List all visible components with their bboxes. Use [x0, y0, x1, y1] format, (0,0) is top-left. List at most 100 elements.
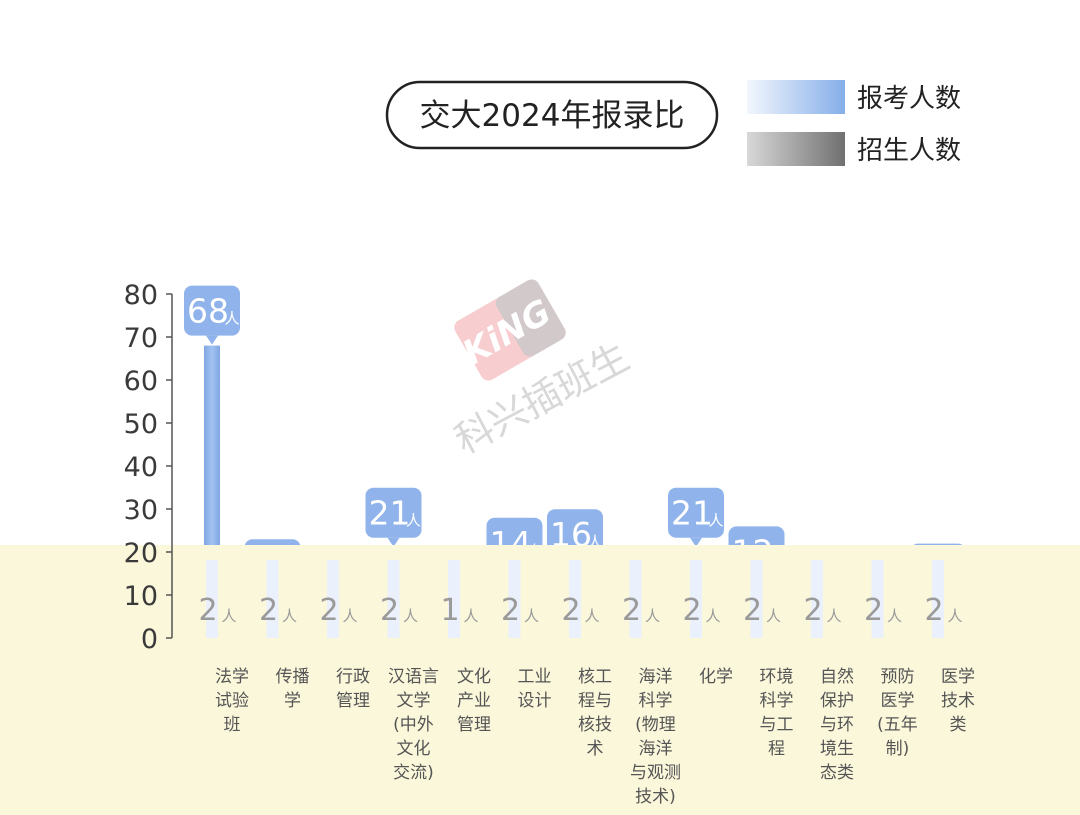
y-tick-labels: 30 40 50 60 70 80 — [124, 280, 172, 526]
legend: 报考人数 招生人数 — [747, 80, 961, 166]
svg-text:程与: 程与 — [578, 691, 612, 711]
applicant-bar-lower — [569, 560, 581, 638]
svg-text:保护: 保护 — [820, 691, 854, 711]
y-tick-label: 50 — [124, 409, 158, 440]
applicant-bars-lower — [206, 560, 944, 638]
svg-text:术: 术 — [587, 739, 604, 759]
applicant-bar-lower — [508, 560, 521, 638]
svg-text:行政: 行政 — [336, 667, 370, 687]
svg-text:文化: 文化 — [397, 739, 431, 759]
applicant-bar-lower — [690, 560, 702, 638]
y-tick-label: 60 — [124, 366, 158, 397]
applicant-bar-lower — [266, 560, 279, 638]
enrolled-value-label: 2 — [561, 593, 580, 628]
svg-text:(五年: (五年 — [877, 715, 918, 735]
svg-text:工业: 工业 — [518, 667, 552, 687]
enrolled-unit-label: 人 — [342, 607, 357, 625]
svg-text:汉语言: 汉语言 — [388, 667, 439, 687]
svg-text:试验: 试验 — [215, 691, 249, 711]
y-tick-label: 70 — [124, 323, 158, 354]
enrolled-value-label: 2 — [380, 593, 399, 628]
svg-text:科学: 科学 — [639, 691, 673, 711]
legend-label-enrolled: 招生人数 — [857, 136, 961, 166]
x-tick-labels: 法学试验班传播学行政管理汉语言文学(中外文化交流)文化产业管理工业设计核工程与核… — [215, 667, 975, 807]
svg-text:管理: 管理 — [457, 715, 491, 735]
enrolled-value-label: 2 — [924, 593, 943, 628]
chart-title: 交大2024年报录比 — [385, 80, 719, 150]
enrolled-value-label: 2 — [501, 593, 520, 628]
applicant-value-label: 68 — [187, 292, 229, 331]
svg-text:文化: 文化 — [457, 667, 491, 687]
legend-swatch-applicants — [747, 80, 845, 114]
applicant-callout: 21人 — [668, 487, 724, 547]
enrolled-unit-label: 人 — [282, 607, 297, 625]
applicant-bar-lower — [206, 560, 218, 638]
x-tick-label: 传播学 — [276, 667, 310, 711]
applicant-bar-lower — [871, 560, 884, 638]
y-tick-label: 80 — [124, 280, 158, 311]
svg-text:程: 程 — [768, 739, 785, 759]
y-tick-label: 10 — [124, 581, 158, 612]
applicant-callout: 21人 — [365, 487, 422, 547]
svg-text:预防: 预防 — [881, 667, 915, 687]
y-tick-label: 0 — [141, 624, 158, 655]
enrolled-unit-label: 人 — [826, 607, 841, 625]
applicant-value-label: 21 — [671, 494, 713, 533]
svg-text:类: 类 — [950, 715, 967, 735]
enrolled-unit-label: 人 — [947, 607, 962, 625]
enrolled-value-label: 2 — [743, 593, 762, 628]
svg-text:与工: 与工 — [760, 715, 794, 735]
applicant-bar-lower — [932, 560, 944, 638]
legend-item-applicants: 报考人数 — [747, 80, 961, 114]
svg-text:班: 班 — [224, 715, 241, 735]
enrolled-value-label: 1 — [440, 593, 459, 628]
svg-text:管理: 管理 — [336, 691, 370, 711]
applicant-bar-lower — [629, 560, 642, 638]
enrolled-value-label: 2 — [319, 593, 338, 628]
svg-text:学: 学 — [284, 691, 301, 711]
svg-text:科学: 科学 — [760, 691, 794, 711]
enrolled-unit-label: 人 — [221, 607, 236, 625]
applicant-unit-label: 人 — [708, 512, 723, 530]
applicant-unit-label: 人 — [406, 512, 421, 530]
svg-text:与环: 与环 — [820, 715, 854, 735]
svg-text:海洋: 海洋 — [639, 667, 673, 687]
applicant-callout: 68人 — [184, 285, 240, 345]
applicant-bar-lower — [448, 560, 460, 638]
enrolled-unit-label: 人 — [705, 607, 720, 625]
enrolled-unit-label: 人 — [766, 607, 781, 625]
svg-text:技术): 技术) — [635, 787, 676, 807]
enrolled-unit-label: 人 — [524, 607, 539, 625]
chart-title-text: 交大2024年报录比 — [420, 98, 685, 134]
enrolled-value-label: 2 — [198, 593, 217, 628]
enrolled-value-label: 2 — [864, 593, 883, 628]
y-tick-label: 30 — [124, 495, 158, 526]
svg-text:(物理: (物理 — [635, 715, 676, 735]
svg-text:与观测: 与观测 — [630, 763, 681, 783]
applicant-bar-lower — [811, 560, 823, 638]
enrolled-value-label: 2 — [803, 593, 822, 628]
x-tick-label: 化学 — [699, 667, 733, 687]
svg-text:化学: 化学 — [699, 667, 733, 687]
svg-text:自然: 自然 — [820, 667, 854, 687]
y-tick-label: 40 — [124, 452, 158, 483]
axes: 30 40 50 60 70 80 — [124, 280, 173, 638]
svg-text:医学: 医学 — [881, 691, 915, 711]
applicant-unit-label: 人 — [224, 310, 239, 328]
bottom-panel — [0, 545, 1080, 815]
svg-text:医学: 医学 — [941, 667, 975, 687]
svg-text:文学: 文学 — [397, 691, 431, 711]
svg-text:制): 制) — [886, 739, 910, 759]
svg-text:交流): 交流) — [393, 763, 434, 783]
legend-label-applicants: 报考人数 — [857, 84, 961, 114]
svg-text:技术: 技术 — [941, 691, 975, 711]
